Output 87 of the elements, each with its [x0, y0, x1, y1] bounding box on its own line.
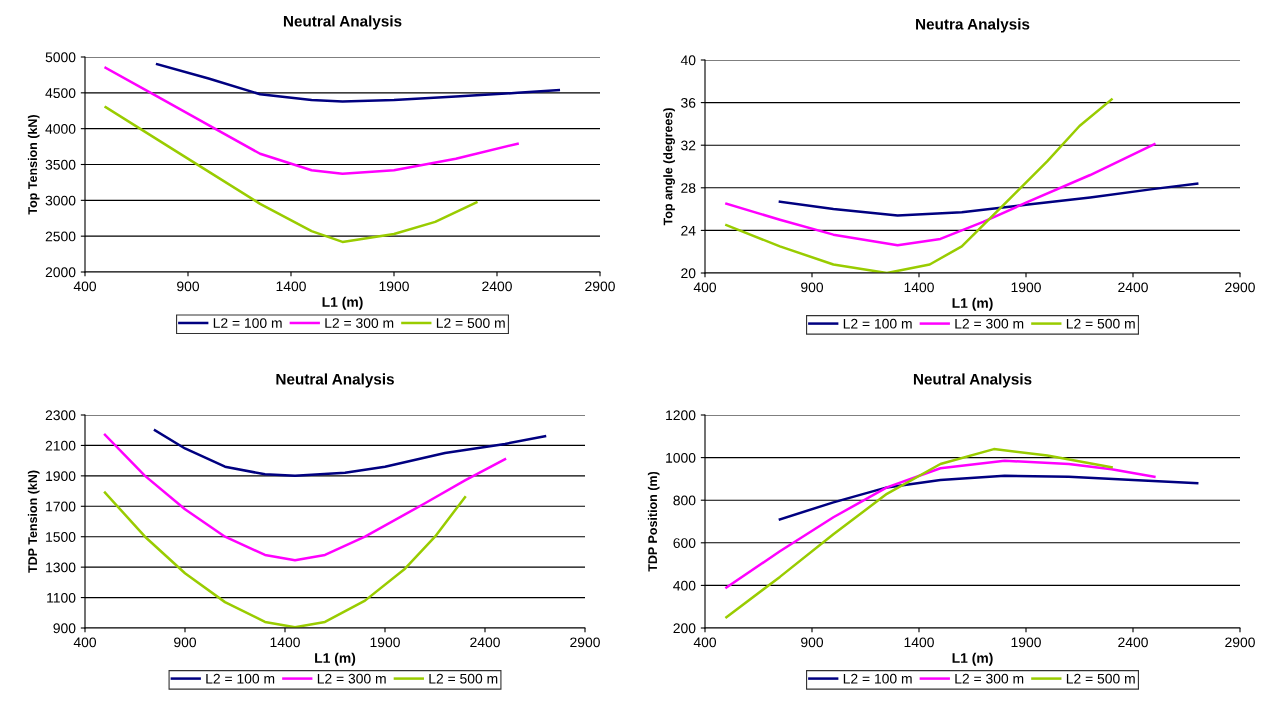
line-series: [725, 459, 1156, 589]
y-tick-label: 40: [680, 55, 696, 66]
y-tick-label: 3000: [45, 195, 76, 206]
x-tick-label: 900: [174, 637, 197, 648]
x-tick-label: 2400: [1118, 637, 1148, 648]
y-axis-title: Top Tension (kN): [27, 115, 40, 215]
x-tick-label: 1900: [1011, 282, 1041, 293]
x-axis-title: L1 (m): [952, 297, 993, 311]
x-tick-label: 900: [801, 637, 824, 648]
x-tick-label: 400: [693, 282, 717, 293]
x-tick-label: 2900: [585, 281, 615, 292]
chart-title: Neutral Analysis: [913, 373, 1032, 388]
y-tick-label: 28: [681, 183, 696, 193]
line-series: [155, 62, 561, 103]
y-tick-label: 2300: [45, 410, 76, 421]
x-tick-label: 1900: [379, 281, 409, 292]
chart-title: Neutral Analysis: [283, 15, 402, 30]
y-tick-label: 3500: [45, 159, 76, 170]
legend-label: L2 = 300 m: [317, 673, 386, 684]
x-tick-label: 1400: [904, 637, 934, 648]
legend-label: L2 = 100 m: [843, 673, 912, 684]
y-tick-label: 4000: [45, 124, 76, 134]
y-tick-label: 32: [681, 140, 696, 151]
x-tick-label: 2400: [482, 281, 512, 292]
line-series: [104, 66, 519, 176]
y-tick-label: 4500: [45, 88, 76, 98]
x-tick-label: 1900: [370, 637, 400, 648]
x-axis-title: L1 (m): [952, 652, 993, 666]
x-tick-label: 2900: [570, 637, 600, 648]
line-series: [153, 428, 547, 478]
line-series: [104, 105, 478, 244]
line-series: [725, 142, 1156, 247]
x-tick-label: 900: [801, 282, 824, 293]
y-tick-label: 1500: [46, 532, 76, 542]
y-tick-label: 1000: [666, 452, 696, 463]
legend-label: L2 = 300 m: [955, 318, 1024, 329]
line-series: [103, 433, 507, 562]
y-tick-label: 2100: [45, 440, 76, 451]
legend-label: L2 = 500 m: [436, 318, 505, 328]
legend-label: L2 = 100 m: [843, 318, 912, 329]
x-tick-label: 1400: [904, 282, 934, 293]
legend-label: L2 = 500 m: [429, 673, 498, 684]
line-series: [778, 474, 1199, 521]
y-tick-label: 1900: [46, 471, 76, 482]
line-series: [725, 98, 1113, 273]
y-axis-title: Top angle (degrees): [663, 108, 675, 226]
x-tick-label: 2400: [1118, 282, 1148, 293]
legend-label: L2 = 500 m: [1066, 318, 1135, 329]
y-tick-label: 600: [673, 538, 696, 548]
x-tick-label: 1400: [270, 637, 300, 648]
legend-label: L2 = 300 m: [955, 673, 1024, 684]
y-tick-label: 800: [673, 495, 696, 506]
x-axis-title: L1 (m): [315, 652, 356, 666]
y-axis-title: TDP Tension (kN): [27, 470, 40, 573]
y-tick-label: 1700: [46, 501, 76, 512]
y-tick-label: 2500: [45, 231, 76, 242]
line-series: [725, 447, 1113, 619]
y-tick-label: 1100: [47, 592, 76, 603]
x-tick-label: 2900: [1225, 637, 1255, 648]
y-tick-label: 1200: [666, 410, 696, 421]
y-tick-label: 200: [673, 623, 696, 634]
chart-title: Neutra Analysis: [916, 18, 1030, 33]
line-series: [103, 491, 467, 628]
x-tick-label: 2400: [470, 637, 500, 648]
y-tick-label: 400: [673, 580, 696, 591]
legend-label: L2 = 300 m: [325, 318, 394, 328]
chart-title: Neutral Analysis: [276, 373, 394, 388]
y-tick-label: 900: [53, 623, 76, 634]
x-tick-label: 2900: [1225, 282, 1255, 293]
legend-label: L2 = 100 m: [213, 318, 282, 328]
y-tick-label: 24: [681, 225, 696, 236]
line-series: [778, 182, 1199, 217]
y-tick-label: 1300: [46, 562, 76, 573]
x-tick-label: 1400: [276, 281, 306, 292]
x-axis-title: L1 (m): [322, 296, 363, 310]
x-tick-label: 900: [177, 281, 200, 292]
x-tick-label: 400: [693, 637, 717, 648]
y-axis-title: TDP Position (m): [647, 471, 660, 572]
y-tick-label: 2000: [45, 267, 76, 278]
x-tick-label: 400: [73, 281, 97, 292]
y-tick-label: 5000: [45, 52, 76, 63]
x-tick-label: 1900: [1011, 637, 1041, 648]
legend-label: L2 = 500 m: [1066, 673, 1135, 684]
y-tick-label: 20: [681, 268, 696, 279]
legend-label: L2 = 100 m: [206, 673, 275, 684]
x-tick-label: 400: [73, 637, 97, 648]
y-tick-label: 36: [681, 97, 696, 108]
